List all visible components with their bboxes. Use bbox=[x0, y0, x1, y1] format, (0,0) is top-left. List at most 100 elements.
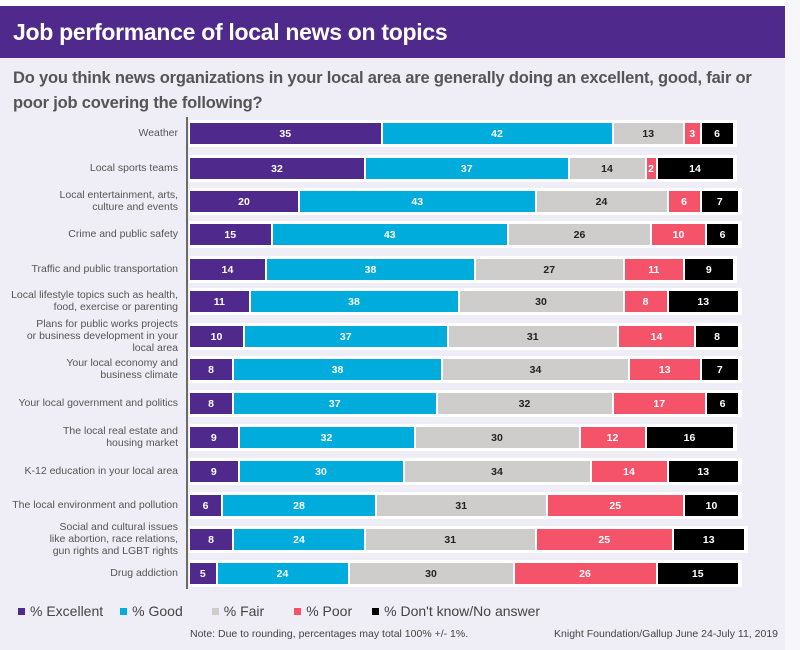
legend-item-poor: % Poor bbox=[294, 603, 352, 619]
bar-segment-poor: 12 bbox=[579, 426, 646, 449]
data-label: 24 bbox=[595, 195, 608, 208]
data-label: 9 bbox=[210, 431, 217, 444]
data-label: 8 bbox=[642, 295, 649, 308]
data-label: 13 bbox=[702, 533, 715, 546]
data-label: 13 bbox=[697, 465, 710, 478]
data-label: 20 bbox=[238, 195, 250, 208]
data-label: 32 bbox=[518, 397, 531, 410]
category-label-line: Your local economy and bbox=[66, 357, 178, 369]
data-label: 35 bbox=[279, 127, 292, 140]
data-label: 9 bbox=[705, 263, 712, 276]
data-label: 8 bbox=[208, 533, 214, 546]
bar-segment-dont-know: 7 bbox=[700, 358, 739, 381]
data-label: 7 bbox=[716, 195, 723, 208]
top-border bbox=[0, 0, 800, 6]
bar-segment-fair: 31 bbox=[376, 494, 547, 517]
bar-segment-good: 38 bbox=[249, 290, 459, 313]
bar-segment-poor: 2 bbox=[645, 157, 657, 180]
legend-swatch-dont-know bbox=[372, 607, 380, 615]
data-label: 2 bbox=[648, 162, 654, 175]
bar-segment-poor: 8 bbox=[623, 290, 668, 313]
bar-segment-fair: 30 bbox=[458, 290, 624, 313]
category-label: Weather bbox=[3, 127, 179, 139]
bar-segment-dont-know: 14 bbox=[656, 157, 734, 180]
category-label: The local real estate and housing market bbox=[3, 425, 178, 449]
data-label: 6 bbox=[719, 228, 726, 241]
data-label: 11 bbox=[648, 263, 660, 276]
category-label: K-12 education in your local area bbox=[3, 465, 178, 477]
category-label-line: Weather bbox=[138, 127, 179, 139]
chart-subtitle: Do you think news organizations in your … bbox=[13, 69, 752, 112]
data-label: 30 bbox=[315, 465, 327, 478]
data-label: 32 bbox=[271, 162, 283, 175]
category-label-line: Crime and public safety bbox=[68, 228, 178, 240]
bar-segment-fair: 34 bbox=[442, 358, 629, 381]
category-label: Drug addiction bbox=[3, 567, 178, 579]
bar-segment-good: 43 bbox=[271, 223, 508, 246]
data-label: 15 bbox=[691, 567, 704, 580]
data-label: 37 bbox=[328, 397, 341, 410]
legend-label: % Good bbox=[132, 603, 183, 619]
category-label-line: gun rights and LGBT rights bbox=[52, 545, 178, 557]
data-label: 31 bbox=[455, 499, 468, 512]
category-label-line: Drug addiction bbox=[110, 567, 178, 579]
bar-segment-fair: 24 bbox=[535, 190, 668, 213]
data-label: 13 bbox=[658, 363, 671, 376]
data-label: 10 bbox=[210, 330, 223, 343]
category-label-line: food, exercise or parenting bbox=[53, 301, 178, 313]
bar-segment-excellent: 35 bbox=[189, 122, 382, 145]
data-label: 6 bbox=[714, 127, 720, 140]
bar-segment-excellent: 8 bbox=[189, 358, 233, 381]
bar-segment-poor: 3 bbox=[684, 122, 701, 145]
bar-segment-fair: 31 bbox=[447, 325, 618, 348]
data-label: 13 bbox=[642, 127, 655, 140]
category-label-line: Social and cultural issues bbox=[59, 521, 178, 533]
legend-label: % Excellent bbox=[30, 603, 104, 619]
bar-segment-good: 24 bbox=[233, 528, 365, 551]
category-label: Local lifestyle topics such as health, fo… bbox=[3, 289, 178, 313]
data-label: 6 bbox=[719, 397, 726, 410]
legend-swatch-fair bbox=[211, 607, 219, 615]
category-axis-line bbox=[186, 117, 188, 589]
data-label: 34 bbox=[491, 465, 503, 478]
data-label: 26 bbox=[579, 567, 591, 580]
data-label: 30 bbox=[425, 567, 437, 580]
data-label: 13 bbox=[697, 295, 710, 308]
bar-segment-excellent: 15 bbox=[189, 223, 272, 246]
data-label: 9 bbox=[210, 465, 217, 478]
legend-swatch-poor bbox=[294, 607, 302, 615]
bar-segment-fair: 26 bbox=[508, 223, 651, 246]
data-label: 8 bbox=[208, 363, 214, 376]
bar-segment-dont-know: 9 bbox=[684, 258, 734, 281]
bar-segment-excellent: 6 bbox=[189, 494, 222, 517]
category-label-line: housing market bbox=[106, 437, 178, 449]
category-label-line: business climate bbox=[100, 369, 178, 381]
legend-item-fair: % Fair bbox=[211, 603, 264, 619]
data-label: 27 bbox=[543, 263, 556, 276]
category-label: Your local government and politics bbox=[3, 397, 178, 409]
chart-title: Job performance of local news on topics bbox=[13, 19, 448, 45]
legend-swatch-good bbox=[120, 607, 128, 615]
data-label: 28 bbox=[293, 499, 305, 512]
bar-segment-poor: 14 bbox=[618, 325, 695, 348]
bar-segment-dont-know: 13 bbox=[667, 460, 739, 483]
bar-segment-fair: 27 bbox=[475, 258, 624, 281]
category-label-line: The local environment and pollution bbox=[12, 499, 178, 511]
bar-segment-good: 42 bbox=[381, 122, 613, 145]
bar-segment-excellent: 20 bbox=[189, 190, 299, 213]
category-label-line: The local real estate and bbox=[63, 425, 178, 437]
bar-segment-excellent: 32 bbox=[189, 157, 365, 180]
legend: % Excellent % Good % Fair % Poor % Don't… bbox=[18, 603, 557, 619]
data-label: 31 bbox=[526, 330, 539, 343]
bar-segment-excellent: 11 bbox=[189, 290, 250, 313]
bar-segment-dont-know: 13 bbox=[667, 290, 739, 313]
data-label: 25 bbox=[609, 499, 622, 512]
category-label: Traffic and public transportation bbox=[3, 263, 179, 275]
data-label: 6 bbox=[202, 499, 209, 512]
bar-segment-good: 32 bbox=[238, 426, 415, 449]
source-credit: Knight Foundation/Gallup June 24-July 11… bbox=[554, 628, 778, 640]
category-label-line: local area bbox=[132, 342, 178, 354]
bar-segment-poor: 17 bbox=[612, 392, 706, 415]
data-label: 14 bbox=[650, 330, 663, 343]
bar-segment-dont-know: 8 bbox=[695, 325, 739, 348]
